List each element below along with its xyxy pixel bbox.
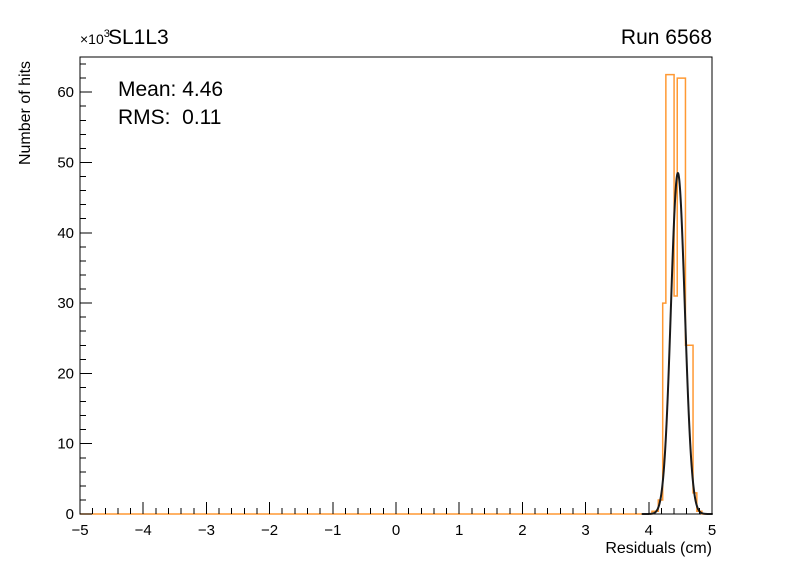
y-tick-label: 10 bbox=[57, 436, 74, 453]
axis-ticks bbox=[79, 63, 713, 515]
y-tick-label: 50 bbox=[57, 154, 74, 171]
x-axis-title: Residuals (cm) bbox=[605, 540, 712, 557]
x-tick-label: 3 bbox=[581, 522, 589, 539]
y-axis-multiplier: ×103 bbox=[80, 28, 110, 47]
x-tick-label: −4 bbox=[135, 522, 152, 539]
x-tick-label: −5 bbox=[71, 522, 88, 539]
x-tick-label: −2 bbox=[261, 522, 278, 539]
stat-rms: RMS: 0.11 bbox=[118, 106, 221, 129]
x-tick-label: 5 bbox=[708, 522, 716, 539]
y-tick-label: 0 bbox=[66, 506, 74, 523]
series-layer bbox=[80, 73, 713, 515]
x-tick-label: −3 bbox=[198, 522, 215, 539]
multiplier-exponent: 3 bbox=[104, 28, 110, 40]
y-axis-title: Number of hits bbox=[17, 61, 34, 165]
y-tick-label: 20 bbox=[57, 365, 74, 382]
x-tick-label: 0 bbox=[392, 522, 400, 539]
gaussian-fit-curve bbox=[641, 172, 713, 515]
y-tick-label: 40 bbox=[57, 225, 74, 242]
plot-title: SL1L3 bbox=[108, 26, 169, 49]
multiplier-base: ×10 bbox=[80, 31, 104, 47]
x-tick-label: −1 bbox=[324, 522, 341, 539]
stat-mean: Mean: 4.46 bbox=[118, 78, 223, 101]
x-tick-label: 2 bbox=[518, 522, 526, 539]
run-label: Run 6568 bbox=[621, 26, 712, 49]
x-tick-label: 4 bbox=[645, 522, 653, 539]
y-tick-label: 30 bbox=[57, 295, 74, 312]
y-tick-label: 60 bbox=[57, 84, 74, 101]
histogram-outline bbox=[80, 73, 712, 515]
x-tick-label: 1 bbox=[455, 522, 463, 539]
